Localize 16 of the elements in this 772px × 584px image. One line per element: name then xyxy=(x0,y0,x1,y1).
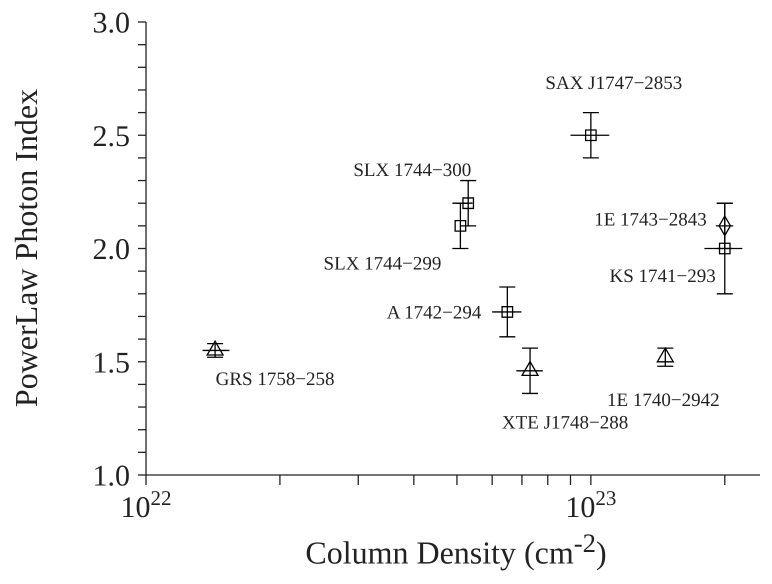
y-tick-label: 1.5 xyxy=(92,346,130,380)
annotation: 1E 1743−2843 xyxy=(594,210,707,230)
annotation: SLX 1744−300 xyxy=(353,160,472,181)
annotation: SLX 1744−299 xyxy=(324,254,442,274)
annotation: XTE J1748−288 xyxy=(502,412,628,434)
annotation: A 1742−294 xyxy=(386,302,482,324)
y-axis-title: PowerLaw Photon Index xyxy=(8,88,45,410)
x-axis-title: Column Density (cm$^{-2}$) xyxy=(304,528,608,572)
annotation: GRS 1758−258 xyxy=(216,369,335,390)
y-tick-label: 2.0 xyxy=(92,233,130,266)
annotation: KS 1741−293 xyxy=(610,266,716,288)
annotation: 1E 1740−2942 xyxy=(607,390,720,411)
y-tick-label: 3.0 xyxy=(92,6,130,40)
x-tick-label: 10$^{23}$ xyxy=(565,486,616,524)
annotation: SAX J1747−2853 xyxy=(545,72,682,94)
y-tick-label: 2.5 xyxy=(92,120,130,153)
